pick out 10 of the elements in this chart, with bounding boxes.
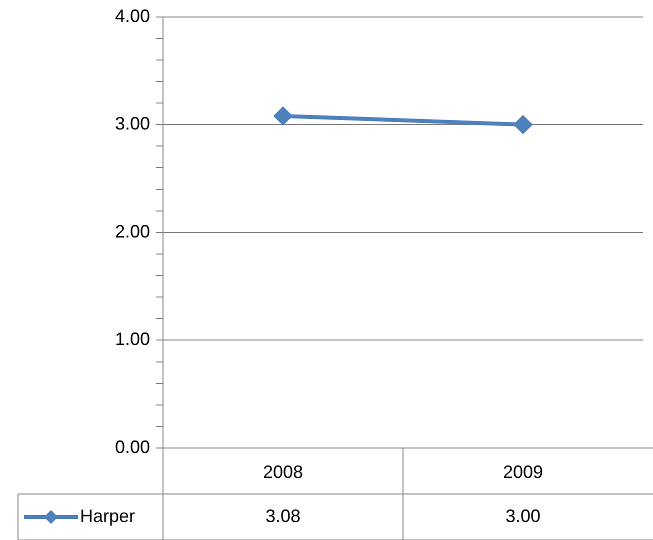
y-tick-label: 3.00 (114, 114, 150, 134)
y-tick-label: 4.00 (114, 6, 150, 26)
y-tick-label: 0.00 (114, 436, 150, 457)
y-tick-label: 2.00 (114, 221, 150, 242)
data-label: 3.00 (505, 506, 541, 526)
x-tick-label: 2008 (262, 462, 304, 482)
data-label: 3.08 (265, 506, 301, 526)
y-tick-label: 1.00 (114, 329, 150, 350)
legend-label: Harper (80, 506, 136, 526)
x-tick-label: 2009 (502, 462, 544, 482)
